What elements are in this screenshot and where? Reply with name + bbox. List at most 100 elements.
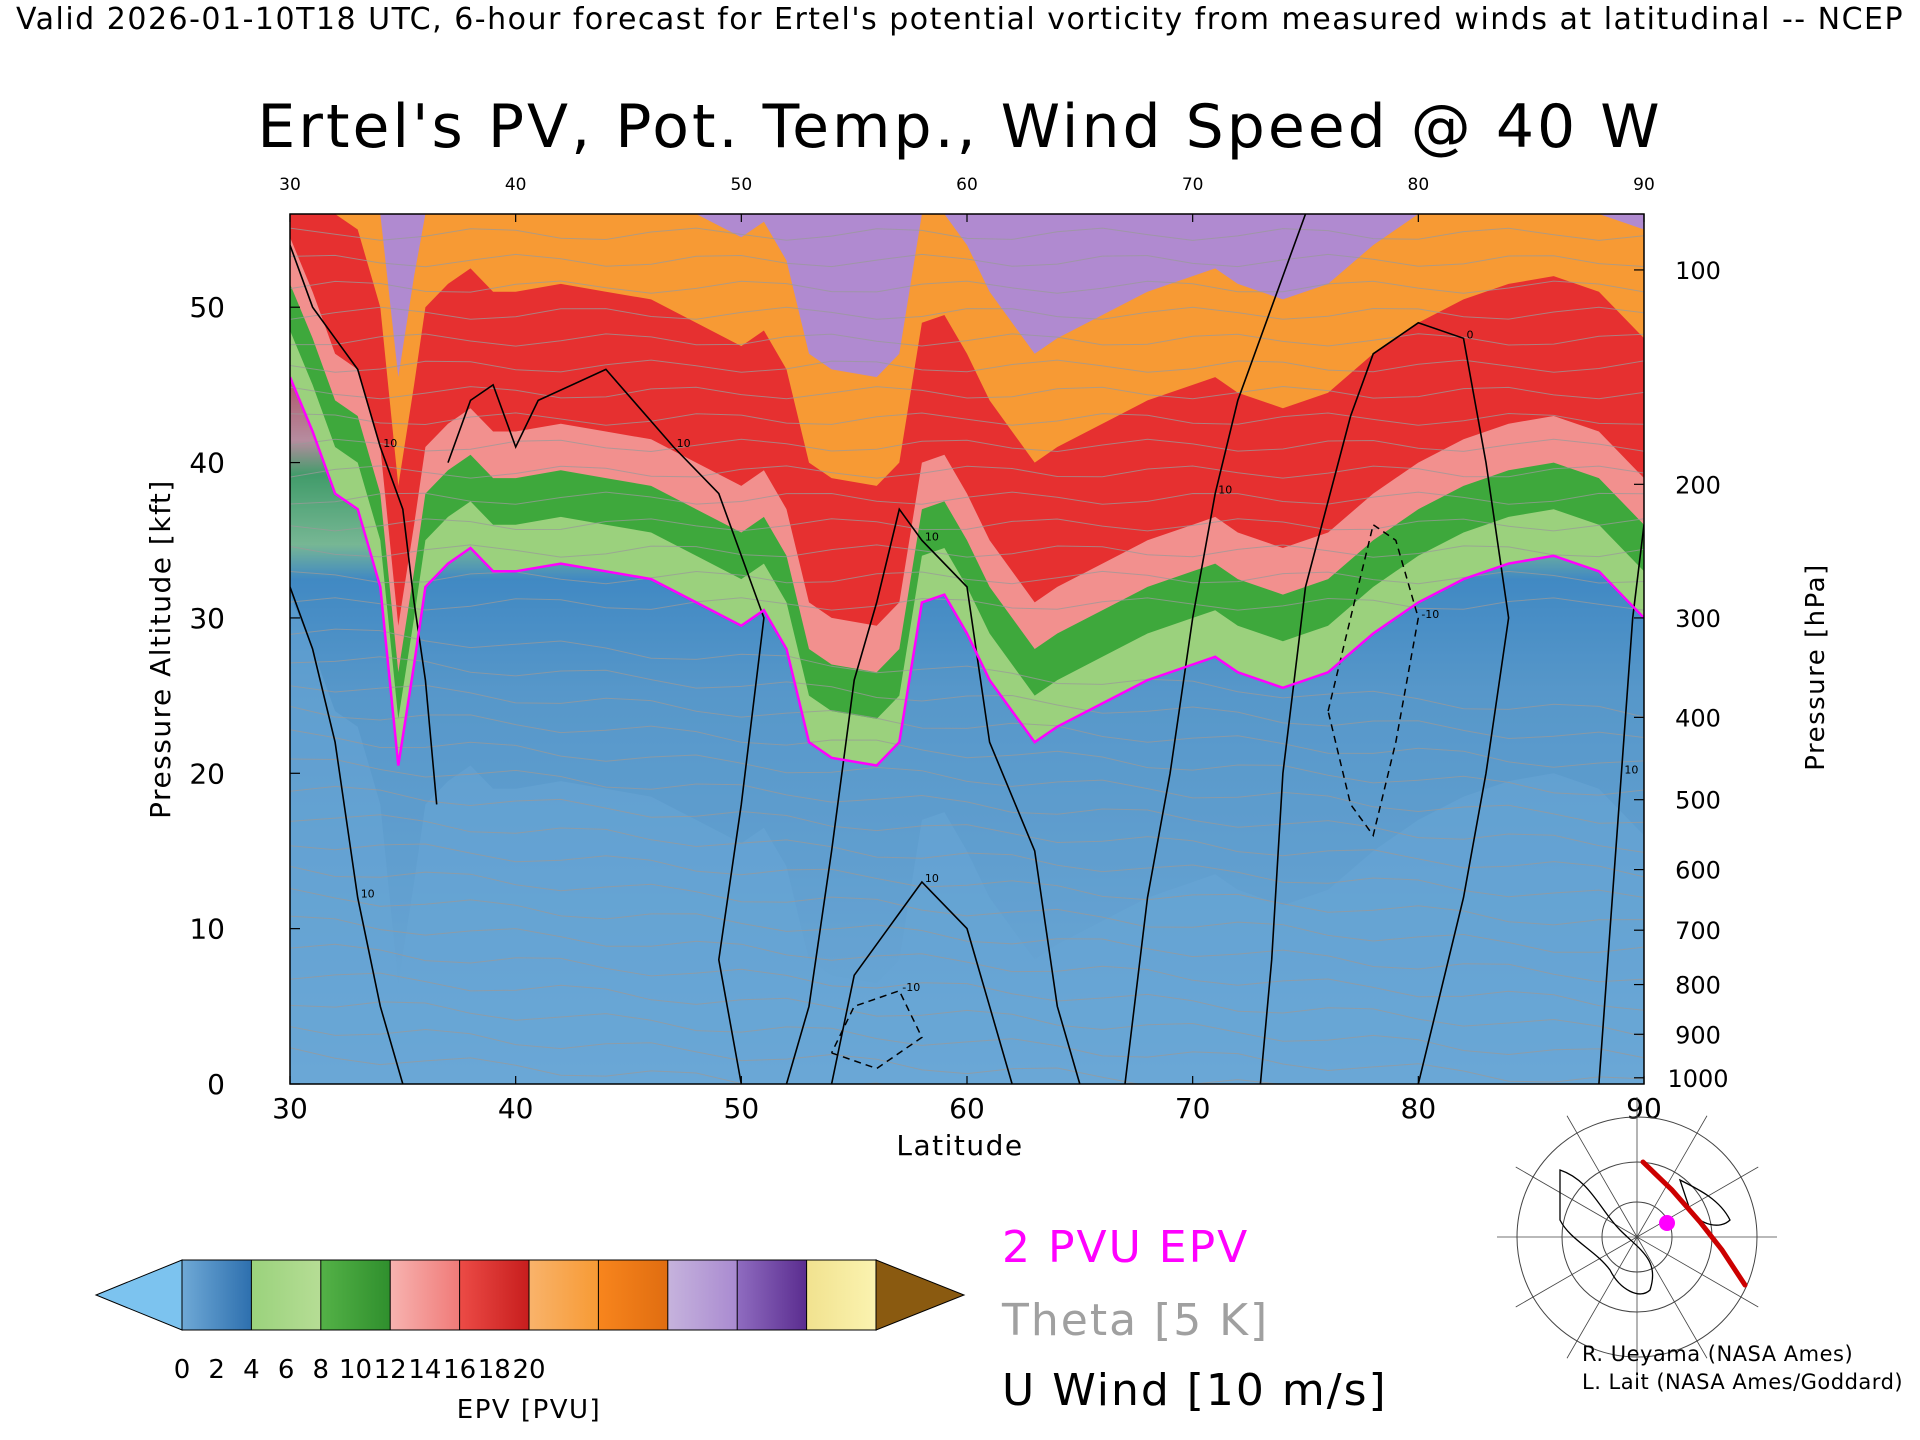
map-meridian [1636,1236,1708,1359]
theta-contour [290,758,1644,853]
theta-contour [290,412,1644,426]
x-tick-label: 40 [498,1092,534,1125]
map-meridian [1636,1236,1759,1308]
u-wind-negative-contour [830,989,923,1070]
credit-line-1: R. Ueyama (NASA Ames) [1582,1342,1854,1366]
pressure-tick-label: 600 [1675,857,1721,885]
pressure-tick-label: 400 [1675,704,1721,732]
u-wind-contours: 10 10 10 10 10 10 0 10 -10 -10 [290,214,1644,1084]
y-tick-label: 50 [189,291,225,324]
pressure-tick-label: 500 [1675,787,1721,815]
plot-area: 10 10 10 10 10 10 0 10 -10 -10 [289,213,1645,1085]
chart-title: Ertel's PV, Pot. Temp., Wind Speed @ 40 … [257,92,1663,162]
colorbar-segment [389,1259,461,1331]
theta-contour [290,227,1644,241]
y-tick-label: 20 [189,757,225,790]
map-meridian [1636,1115,1708,1238]
colorbar-tick-label: 12 [374,1355,407,1385]
top-x-tick-label: 50 [731,175,753,195]
theta-contour [290,865,1644,953]
colorbar-tick-label: 0 [174,1355,191,1385]
map-meridian [1566,1236,1638,1359]
colorbar-label: EPV [PVU] [457,1395,601,1425]
colorbar: 0 2 4 6 8 10 12 14 16 18 20 EPV [PVU] [94,1259,966,1425]
theta-contour [290,729,1644,824]
pressure-tick-label: 100 [1675,257,1721,285]
y-tick-label: 40 [189,447,225,480]
colorbar-tick-label: 6 [278,1355,295,1385]
pressure-tick-label: 900 [1675,1021,1721,1049]
colorbar-segment [736,1259,808,1331]
colorbar-tick-label: 2 [208,1355,225,1385]
colorbar-tick-label: 20 [512,1355,545,1385]
theta-contours [290,214,1644,1084]
theta-contour [290,915,1644,1011]
colorbar-segment [667,1259,739,1331]
theta-contour [290,628,1644,718]
pv-2pvu-line [290,376,1644,767]
y-axis-label-left: Pressure Altitude [kft] [144,479,177,819]
top-x-tick-label: 60 [956,175,978,195]
theta-contour [290,943,1644,1037]
theta-contour [290,518,1644,532]
pressure-tick-label: 800 [1675,972,1721,1000]
colorbar-tick-label: 10 [339,1355,372,1385]
theta-contour [290,888,1644,983]
map-track [1640,1159,1748,1288]
pressure-tick-label: 700 [1675,917,1721,945]
map-meridian [1515,1166,1638,1238]
theta-contour [290,465,1644,479]
u-wind-contour-label: 10 [925,872,939,885]
map-meridian [1515,1236,1638,1308]
pv-2pvu-contour [290,376,1644,767]
colorbar-segment [597,1259,669,1331]
colorbar-segment [806,1259,877,1331]
theta-contour [290,333,1644,347]
figure-caption: Valid 2026-01-10T18 UTC, 6-hour forecast… [15,2,1905,37]
top-x-tick-label: 70 [1182,175,1204,195]
map-meridian [1636,1166,1759,1238]
u-wind-contour [785,507,1081,1084]
u-wind-contour [1598,524,1644,1084]
theta-contour [290,1026,1283,1084]
map-inset [1497,1097,1777,1377]
u-wind-contour-label: -10 [1421,608,1439,621]
theta-contour [290,359,1644,373]
theta-contour [290,843,1644,926]
legend-uwind: U Wind [10 m/s] [1002,1365,1388,1416]
u-wind-contour-label: 10 [1624,763,1638,776]
x-tick-label: 50 [724,1092,760,1125]
u-wind-contour [290,586,404,1084]
theta-contour [290,385,1644,400]
colorbar-segment [528,1259,600,1331]
y-axis-label-right: Pressure [hPa] [1801,563,1831,771]
map-coastline [1678,1178,1731,1226]
u-wind-contour [830,880,1013,1084]
map-meridian [1566,1115,1638,1238]
map-coastline [1559,1169,1654,1295]
x-tick-label: 60 [949,1092,985,1125]
pressure-tick-label: 1000 [1667,1065,1728,1093]
theta-contour [290,306,1644,320]
theta-contour [556,214,1377,215]
y-tick-label: 10 [189,913,225,946]
u-wind-contour [1124,214,1307,1084]
y-tick-label: 0 [207,1068,225,1101]
colorbar-segment [320,1259,392,1331]
u-wind-negative-contour [1327,523,1420,838]
colorbar-extend-low [94,1259,183,1331]
theta-contour [290,253,1644,268]
u-wind-contour [447,368,765,1084]
pv-field [290,214,1644,1084]
top-x-tick-label: 90 [1633,175,1655,195]
x-tick-label: 80 [1401,1092,1437,1125]
colorbar-tick-label: 4 [243,1355,260,1385]
x-tick-label: 30 [272,1092,308,1125]
pressure-tick-label: 200 [1675,471,1721,499]
u-wind-contour-label: 10 [361,888,375,901]
map-marker [1659,1215,1675,1231]
u-wind-contour-label: -10 [902,981,920,994]
colorbar-tick-label: 14 [408,1355,441,1385]
